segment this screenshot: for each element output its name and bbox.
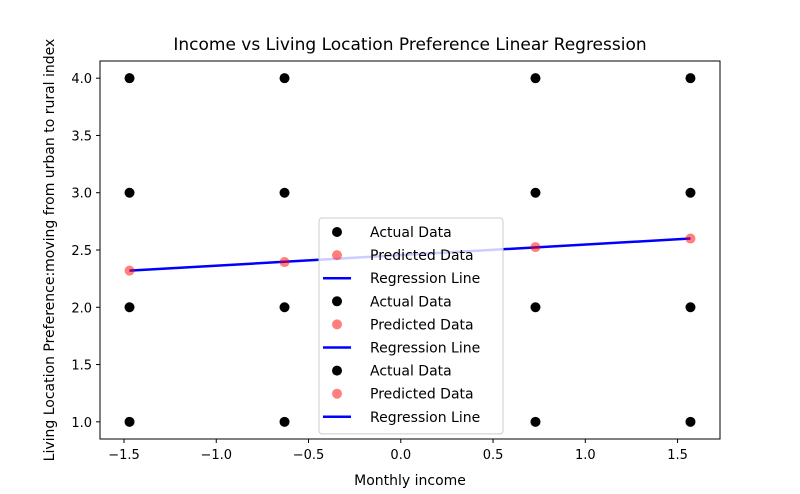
actual-data-point bbox=[685, 416, 696, 427]
actual-data-point bbox=[530, 73, 541, 84]
x-tick-label: 1.0 bbox=[575, 448, 596, 463]
legend-label: Regression Line bbox=[370, 410, 480, 426]
legend-dot-marker bbox=[332, 365, 342, 376]
predicted-data-point bbox=[279, 257, 290, 268]
legend-dot-marker bbox=[332, 227, 342, 237]
legend-label: Predicted Data bbox=[370, 248, 474, 264]
actual-data-point bbox=[124, 73, 135, 84]
actual-data-point bbox=[685, 73, 696, 84]
actual-data-point bbox=[530, 187, 541, 198]
predicted-data-point bbox=[530, 242, 541, 253]
legend-dot-marker bbox=[332, 296, 342, 307]
legend-dot-marker bbox=[332, 388, 342, 399]
x-tick-label: 0.0 bbox=[390, 448, 411, 463]
x-tick-label: 1.5 bbox=[667, 448, 688, 463]
legend-box bbox=[318, 217, 504, 435]
y-tick-label: 4.0 bbox=[71, 72, 92, 87]
actual-data-point bbox=[279, 302, 290, 313]
actual-data-point bbox=[279, 416, 290, 427]
legend-label: Predicted Data bbox=[370, 387, 474, 403]
legend-dot-marker bbox=[332, 319, 342, 330]
x-tick-label: 0.5 bbox=[483, 448, 504, 463]
y-tick-label: 1.0 bbox=[71, 416, 92, 431]
x-tick-label: −0.5 bbox=[293, 448, 325, 463]
x-tick-label: −1.5 bbox=[108, 448, 140, 463]
legend-label: Actual Data bbox=[370, 294, 452, 310]
legend-label: Actual Data bbox=[370, 364, 452, 380]
predicted-data-point bbox=[124, 265, 135, 276]
y-tick-label: 2.5 bbox=[71, 244, 92, 259]
y-tick-label: 2.0 bbox=[71, 301, 92, 316]
axes: −1.5 −1.0 −0.5 0.0 0.5 1.0 1.5 1.0 1.5 2.0 2.5 3.0 3… bbox=[71, 60, 721, 463]
legend-label: Predicted Data bbox=[370, 317, 474, 333]
y-tick-label: 3.0 bbox=[71, 187, 92, 202]
actual-data-point bbox=[530, 416, 541, 427]
y-tick-label: 1.5 bbox=[71, 359, 92, 374]
actual-data-point bbox=[685, 187, 696, 198]
x-axis-label: Monthly income bbox=[354, 473, 466, 489]
chart-title: Income vs Living Location Preference Lin… bbox=[173, 35, 646, 55]
actual-data-point bbox=[124, 302, 135, 313]
x-tick-label: −1.0 bbox=[200, 448, 232, 463]
legend-dot-marker bbox=[332, 250, 342, 261]
actual-data-point bbox=[279, 187, 290, 198]
legend-label: Actual Data bbox=[370, 225, 452, 241]
legend-label: Regression Line bbox=[370, 271, 480, 287]
predicted-data-point bbox=[685, 233, 696, 244]
actual-data-point bbox=[685, 302, 696, 313]
actual-data-point bbox=[124, 187, 135, 198]
y-tick-label: 3.5 bbox=[71, 129, 92, 144]
legend-label: Regression Line bbox=[370, 341, 480, 357]
actual-data-point bbox=[124, 416, 135, 427]
y-axis-label: Living Location Preference:moving from u… bbox=[42, 39, 58, 462]
actual-data-point bbox=[279, 73, 290, 84]
legend: Actual Data Predicted Data Regression Line… bbox=[318, 217, 504, 435]
actual-data-point bbox=[530, 302, 541, 313]
